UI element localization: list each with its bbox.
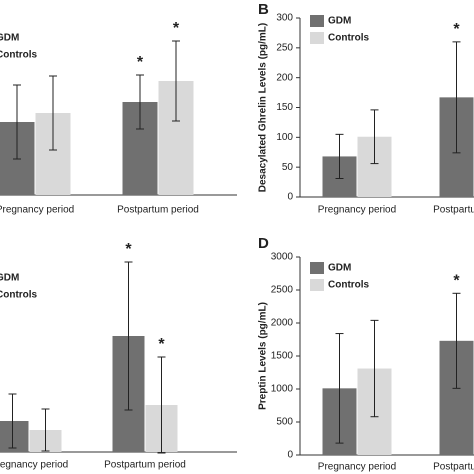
x-tick-label: Postpartum period xyxy=(433,205,474,216)
y-tick-label: 500 xyxy=(276,417,293,428)
y-axis-label: Desacylated Ghrelin Levels (pg/mL) xyxy=(258,23,269,193)
x-tick-label: Pregnancy period xyxy=(318,462,396,473)
x-tick-label: Postpartum period xyxy=(117,205,199,216)
legend-swatch xyxy=(310,15,324,27)
legend-label: Controls xyxy=(328,280,370,291)
legend-label: GDM xyxy=(0,33,19,44)
significance-marker: * xyxy=(453,273,460,290)
significance-marker: * xyxy=(453,21,460,38)
legend-swatch xyxy=(310,32,324,44)
significance-marker: * xyxy=(173,20,180,37)
x-tick-label: Pregnancy period xyxy=(0,460,68,471)
y-tick-label: 2000 xyxy=(271,318,294,329)
legend-swatch xyxy=(310,262,324,274)
y-tick-label: 0 xyxy=(287,450,293,461)
y-tick-label: 2500 xyxy=(271,285,294,296)
y-tick-label: 0 xyxy=(287,192,293,203)
legend-label: Controls xyxy=(328,33,370,44)
legend-label: Controls xyxy=(0,50,38,61)
panel-label: D xyxy=(258,235,269,252)
significance-marker: * xyxy=(137,54,144,71)
bar xyxy=(0,421,29,452)
x-tick-label: Pregnancy period xyxy=(0,205,74,216)
y-tick-label: 100 xyxy=(276,132,293,143)
significance-marker: * xyxy=(158,336,165,353)
legend-label: GDM xyxy=(0,273,19,284)
y-tick-label: 250 xyxy=(276,42,293,53)
panel-label: B xyxy=(258,1,269,18)
y-tick-label: 1500 xyxy=(271,351,294,362)
y-tick-label: 50 xyxy=(282,162,294,173)
y-tick-label: 300 xyxy=(276,13,293,24)
legend-label: GDM xyxy=(328,16,351,27)
x-tick-label: Pregnancy period xyxy=(318,205,396,216)
legend-swatch xyxy=(310,279,324,291)
y-tick-label: 150 xyxy=(276,102,293,113)
x-tick-label: Postpartum period xyxy=(104,460,186,471)
y-tick-label: 3000 xyxy=(271,252,294,263)
significance-marker: * xyxy=(125,241,132,258)
y-tick-label: 1000 xyxy=(271,384,294,395)
x-tick-label: Postpartum period xyxy=(433,462,474,473)
legend-label: GDM xyxy=(328,263,351,274)
legend-label: Controls xyxy=(0,290,38,301)
y-axis-label: Preptin Levels (pg/mL) xyxy=(258,302,269,410)
y-tick-label: 200 xyxy=(276,72,293,83)
